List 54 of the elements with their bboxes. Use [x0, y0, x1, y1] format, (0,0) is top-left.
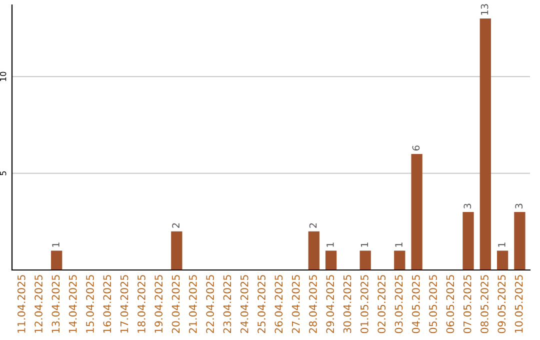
data-label: 1: [360, 242, 368, 247]
data-label: 1: [498, 242, 506, 247]
x-tick-label: 17.04.2025: [120, 275, 128, 333]
data-label: 3: [464, 204, 472, 208]
data-label: 3: [515, 204, 523, 208]
data-label: 6: [412, 146, 420, 150]
x-tick-label: 30.04.2025: [343, 275, 352, 334]
bar: [325, 250, 337, 270]
bar: [394, 250, 406, 270]
bar: [51, 250, 62, 270]
x-tick-label: 24.04.2025: [240, 275, 248, 334]
x-tick-label: 13.04.2025: [52, 275, 60, 333]
x-tick-label: 07.05.2025: [463, 275, 472, 334]
bar: [480, 18, 491, 270]
x-tick-label: 14.04.2025: [68, 275, 77, 333]
x-tick-label: 23.04.2025: [223, 275, 232, 334]
x-tick-label: 12.04.2025: [34, 275, 42, 333]
y-tick-label: 5: [0, 171, 6, 176]
x-tick-label: 28.04.2025: [309, 275, 317, 334]
bar: [308, 231, 320, 270]
x-tick-label: 15.04.2025: [86, 275, 94, 333]
x-tick-label: 21.04.2025: [188, 275, 197, 334]
bar: [496, 250, 508, 270]
x-tick-label: 10.05.2025: [514, 275, 523, 333]
x-tick-label: 20.04.2025: [172, 275, 180, 334]
x-tick-label: 27.04.2025: [292, 275, 300, 334]
x-tick-label: 19.04.2025: [154, 275, 163, 333]
bar: [514, 212, 526, 270]
bar: [360, 250, 371, 270]
data-label: 2: [309, 223, 317, 228]
bar: [411, 154, 422, 270]
data-label: 13: [480, 4, 488, 15]
x-tick-label: 11.04.2025: [17, 275, 26, 333]
x-tick-label: 09.05.2025: [498, 275, 506, 334]
bar: [171, 231, 182, 270]
x-tick-label: 26.04.2025: [274, 275, 283, 334]
x-tick-label: 02.05.2025: [378, 275, 386, 334]
x-tick-label: 25.04.2025: [258, 275, 266, 334]
x-tick-label: 05.05.2025: [429, 275, 437, 334]
x-tick-label: 22.04.2025: [206, 275, 214, 334]
x-tick-label: 06.05.2025: [446, 275, 454, 334]
x-tick-label: 08.05.2025: [480, 275, 488, 334]
x-tick-label: 18.04.2025: [138, 275, 146, 333]
x-tick-label: 03.05.2025: [394, 275, 403, 334]
x-tick-label: 29.04.2025: [326, 275, 334, 334]
x-tick-label: 01.05.2025: [360, 275, 368, 334]
bar: [462, 212, 474, 270]
y-tick-label: 10: [0, 72, 6, 81]
data-label: 2: [172, 223, 180, 228]
data-label: 1: [52, 242, 60, 247]
data-label: 1: [326, 242, 334, 247]
x-tick-label: 04.05.2025: [412, 275, 420, 334]
x-tick-label: 16.04.2025: [103, 275, 112, 333]
data-label: 1: [395, 242, 402, 247]
